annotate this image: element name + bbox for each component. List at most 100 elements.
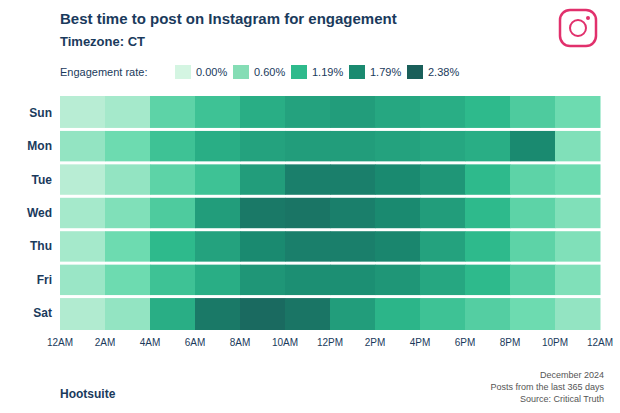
cell [510,164,556,194]
cell [240,131,286,161]
cell [420,231,466,261]
cell [60,298,106,330]
cell [105,231,151,261]
legend-swatch [407,65,423,79]
x-tick-label: 10AM [272,337,298,348]
cell [195,96,241,128]
legend-swatch [349,65,365,79]
x-tick-label: 2AM [95,337,116,348]
cell [195,164,241,194]
legend-swatch [291,65,307,79]
cell [285,265,331,295]
cell [555,231,601,261]
footer-right-line: Posts from the last 365 days [490,382,604,392]
cell [150,298,196,330]
cell [555,298,601,330]
cell [330,298,376,330]
cell [555,131,601,161]
icon-dot [586,16,590,20]
legend-title: Engagement rate: [60,66,147,78]
cell [420,198,466,228]
cell [510,231,556,261]
cell [105,164,151,194]
x-axis: 12AM2AM4AM6AM8AM10AM12PM2PM4PM6PM8PM10PM… [47,337,613,348]
x-tick-label: 4PM [410,337,431,348]
legend-label: 1.79% [370,66,401,78]
y-axis: SunMonTueWedThuFriSat [27,106,52,321]
cell [375,96,421,128]
cell [330,131,376,161]
x-tick-label: 8AM [230,337,251,348]
cell [150,164,196,194]
cell [195,198,241,228]
cell [150,96,196,128]
cell [285,131,331,161]
x-tick-label: 12PM [317,337,343,348]
cell [240,231,286,261]
cell [195,265,241,295]
cell [330,198,376,228]
legend-label: 0.60% [254,66,285,78]
cell [240,298,286,330]
y-tick-label: Wed [27,206,52,220]
cell [465,265,511,295]
cell [60,231,106,261]
legend: Engagement rate:0.00%0.60%1.19%1.79%2.38… [60,65,459,79]
cell [510,96,556,128]
y-tick-label: Mon [27,139,52,153]
cell [510,298,556,330]
cell [195,298,241,330]
chart: Best time to post on Instagram for engag… [0,0,620,413]
cell [375,231,421,261]
cell [60,96,106,128]
cell [150,231,196,261]
x-tick-label: 12AM [47,337,73,348]
cell [465,231,511,261]
footer-right-line: December 2024 [540,370,604,380]
cell [420,96,466,128]
x-tick-label: 12AM [587,337,613,348]
cell [195,131,241,161]
cell [60,198,106,228]
cell [285,96,331,128]
cell [510,198,556,228]
cell [240,265,286,295]
cell [420,265,466,295]
legend-swatch [233,65,249,79]
page: {"chart_data": { "type": "heatmap", "tit… [0,0,620,413]
cell [375,131,421,161]
legend-swatch [175,65,191,79]
cell [465,298,511,330]
footer-right-line: Source: Critical Truth [520,394,604,404]
cell [105,96,151,128]
icon-lens [570,20,586,36]
cell [330,164,376,194]
cell [375,198,421,228]
cell [465,131,511,161]
cell [510,131,556,161]
cell [240,198,286,228]
y-tick-label: Sat [33,306,52,320]
legend-label: 1.19% [312,66,343,78]
x-tick-label: 6AM [185,337,206,348]
x-tick-label: 4AM [140,337,161,348]
cell [555,265,601,295]
x-tick-label: 2PM [365,337,386,348]
cell [60,265,106,295]
cell [60,164,106,194]
background [0,0,620,413]
cell [150,131,196,161]
title: Best time to post on Instagram for engag… [60,10,397,27]
cell [240,164,286,194]
cell [105,265,151,295]
cell [420,164,466,194]
cell [465,164,511,194]
footer-left: Hootsuite [60,387,116,401]
cell [150,265,196,295]
y-tick-label: Sun [29,106,52,120]
icon-frame [560,10,596,46]
cell [375,164,421,194]
cell [285,231,331,261]
cell [555,96,601,128]
cell [105,298,151,330]
